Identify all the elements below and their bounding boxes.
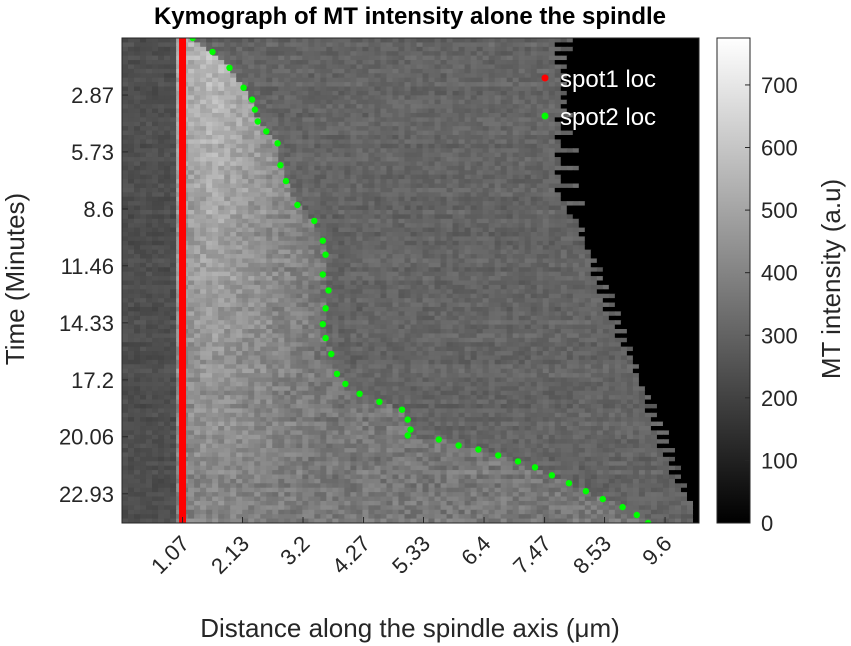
spot2-point [328, 350, 335, 358]
y-tick-label: 20.06 [59, 425, 114, 450]
y-tick-label: 11.46 [61, 254, 114, 279]
colorbar-tick-label: 500 [761, 198, 798, 223]
spot2-point [404, 416, 411, 423]
spot2-point [495, 452, 502, 459]
spot2-point [311, 217, 318, 225]
spot2-point [356, 390, 363, 397]
spot2-point [398, 406, 406, 413]
colorbar-tick-label: 600 [761, 136, 798, 161]
spot2-point [240, 84, 247, 91]
legend: spot1 loc spot2 loc [541, 66, 656, 131]
x-tick-label: 7.47 [508, 531, 556, 579]
spot2-point [325, 287, 332, 294]
spot2-point [435, 436, 442, 443]
spot2-point [322, 251, 329, 258]
y-tick-label: 5.73 [71, 140, 114, 165]
spot2-point [342, 380, 349, 388]
legend-label-spot1: spot1 loc [560, 66, 656, 93]
spot2-point [633, 511, 640, 519]
y-tick-label: 8.6 [83, 197, 114, 222]
y-tick-label: 14.33 [59, 311, 114, 336]
spot2-point [322, 334, 329, 342]
x-tick-label: 2.13 [206, 531, 254, 579]
spot2-point [322, 305, 329, 312]
x-axis-label: Distance along the spindle axis (μm) [200, 613, 620, 643]
spot2-point [644, 519, 652, 523]
spot2-point [599, 495, 606, 503]
colorbar-tick-label: 300 [761, 323, 798, 348]
spot2-point [263, 128, 270, 135]
spot2-point [319, 321, 326, 328]
spot2-point [619, 503, 626, 511]
spot2-point [376, 398, 383, 405]
spot2-point [531, 464, 539, 471]
spot2-point [333, 370, 341, 378]
spot2-point [226, 64, 233, 72]
spot2-point [455, 442, 462, 449]
x-tick-label: 9.6 [637, 531, 676, 570]
x-tick-label: 4.27 [327, 531, 375, 579]
legend-marker-spot2 [541, 112, 549, 120]
y-tick-label: 22.93 [59, 482, 114, 507]
spot2-point [189, 38, 196, 42]
legend-marker-spot1 [541, 74, 549, 82]
kymograph-image [122, 38, 699, 523]
plot-area-frame [121, 37, 700, 524]
spot2-point [248, 96, 256, 103]
spot2-point [282, 177, 290, 185]
y-tick-label: 17.2 [71, 368, 114, 393]
x-axis: 1.07 2.13 3.2 4.27 5.33 6.4 7.47 8.53 9.6 [146, 517, 677, 579]
spot2-point [251, 106, 259, 113]
colorbar-ticks: 0 100 200 300 400 500 600 700 [745, 73, 798, 536]
spot2-point [274, 140, 281, 147]
spot2-point [319, 271, 326, 278]
x-tick-label: 5.33 [387, 531, 435, 579]
x-tick-label: 3.2 [275, 531, 314, 570]
colorbar-tick-label: 0 [761, 511, 773, 536]
spot2-point [582, 488, 590, 495]
colorbar-label: MT intensity (a.u) [816, 179, 846, 379]
y-tick-label: 2.87 [71, 83, 114, 108]
spot2-point [475, 446, 482, 453]
colorbar-tick-label: 400 [761, 261, 798, 286]
spot2-point [565, 480, 573, 487]
x-tick-label: 8.53 [568, 531, 616, 579]
spot2-point [294, 201, 301, 209]
spot2-point [277, 162, 284, 169]
spot2-point [319, 237, 326, 244]
y-axis-label: Time (Minutes) [0, 193, 30, 365]
spot2-point [254, 118, 261, 125]
colorbar [716, 37, 751, 524]
series-layer [179, 38, 652, 523]
x-tick-label: 6.4 [456, 531, 495, 570]
spot2-point [209, 48, 216, 56]
spot2-point [514, 458, 522, 465]
colorbar-tick-label: 100 [761, 448, 798, 473]
x-tick-label: 1.07 [146, 531, 194, 579]
colorbar-tick-label: 200 [761, 386, 798, 411]
spot2-point [407, 426, 414, 433]
spot2-point [548, 472, 556, 479]
spot2-point [404, 432, 411, 439]
chart-title: Kymograph of MT intensity alone the spin… [154, 3, 666, 30]
legend-label-spot2: spot2 loc [560, 104, 656, 131]
y-axis: 2.87 5.73 8.6 11.46 14.33 17.2 20.06 22.93 [59, 83, 128, 507]
colorbar-tick-label: 700 [761, 73, 798, 98]
